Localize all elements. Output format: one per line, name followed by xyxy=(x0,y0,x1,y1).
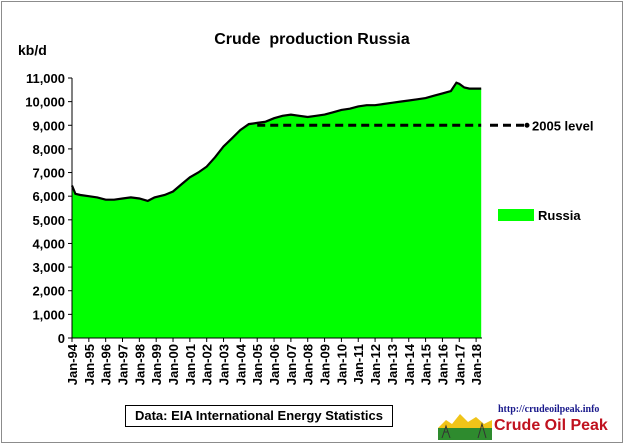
x-tick-label: Jan-97 xyxy=(116,344,131,385)
x-tick-label: Jan-99 xyxy=(149,344,164,385)
x-tick-label: Jan-01 xyxy=(183,344,198,385)
x-tick-label: Jan-04 xyxy=(233,343,248,385)
x-tick-label: Jan-18 xyxy=(469,344,484,385)
x-tick-label: Jan-13 xyxy=(385,344,400,385)
logo-url: http://crudeoilpeak.info xyxy=(498,404,600,415)
x-tick-label: Jan-14 xyxy=(402,343,417,385)
x-tick-label: Jan-05 xyxy=(250,344,265,385)
y-tick-label: 4,000 xyxy=(32,236,65,251)
x-tick-label: Jan-11 xyxy=(351,344,366,384)
x-tick-label: Jan-09 xyxy=(318,344,333,385)
x-tick-label: Jan-12 xyxy=(368,344,383,385)
y-tick-label: 3,000 xyxy=(32,260,65,275)
y-tick-label: 0 xyxy=(58,331,65,346)
x-tick-label: Jan-96 xyxy=(99,344,114,385)
y-tick-label: 2,000 xyxy=(32,284,65,299)
x-tick-label: Jan-07 xyxy=(284,344,299,385)
x-tick-label: Jan-00 xyxy=(166,344,181,385)
y-tick-label: 7,000 xyxy=(32,166,65,181)
legend: Russia 2005 level xyxy=(490,118,593,223)
legend-label-2005: 2005 level xyxy=(532,118,593,133)
x-tick-label: Jan-98 xyxy=(132,344,147,385)
y-axis-label: kb/d xyxy=(18,42,47,58)
crude-oil-peak-logo: http://crudeoilpeak.info Crude Oil Peak xyxy=(438,404,618,440)
y-tick-label: 1,000 xyxy=(32,307,65,322)
legend-dot-2005 xyxy=(524,122,530,128)
russia-area xyxy=(72,82,482,338)
legend-swatch-russia xyxy=(498,209,534,221)
y-tick-label: 9,000 xyxy=(32,118,65,133)
x-tick-label: Jan-15 xyxy=(419,344,434,385)
x-tick-label: Jan-16 xyxy=(435,344,450,385)
y-tick-label: 6,000 xyxy=(32,189,65,204)
axes: 0 1,000 2,000 3,000 4,000 5,000 6,000 7,000 8,00… xyxy=(25,71,484,385)
logo-name: Crude Oil Peak xyxy=(494,417,608,434)
chart-title: Crude production Russia xyxy=(214,31,410,48)
x-tick-label: Jan-03 xyxy=(217,344,232,385)
oil-rig-icon xyxy=(438,414,492,440)
y-tick-label: 8,000 xyxy=(32,142,65,157)
y-tick-label: 10,000 xyxy=(25,95,65,110)
x-tick-label: Jan-95 xyxy=(82,344,97,385)
russia-line xyxy=(70,81,482,203)
x-tick-label: Jan-06 xyxy=(267,344,282,385)
x-tick-label: Jan-08 xyxy=(301,344,316,385)
source-note: Data: EIA International Energy Statistic… xyxy=(125,405,393,427)
x-tick-label: Jan-17 xyxy=(452,344,467,385)
legend-label-russia: Russia xyxy=(538,208,581,223)
y-tick-label: 11,000 xyxy=(26,71,65,86)
x-tick-label: Jan-02 xyxy=(200,344,215,385)
y-tick-label: 5,000 xyxy=(32,213,65,228)
x-tick-label: Jan-10 xyxy=(334,344,349,385)
x-tick-label: Jan-94 xyxy=(65,343,80,385)
plot-area xyxy=(70,81,482,338)
